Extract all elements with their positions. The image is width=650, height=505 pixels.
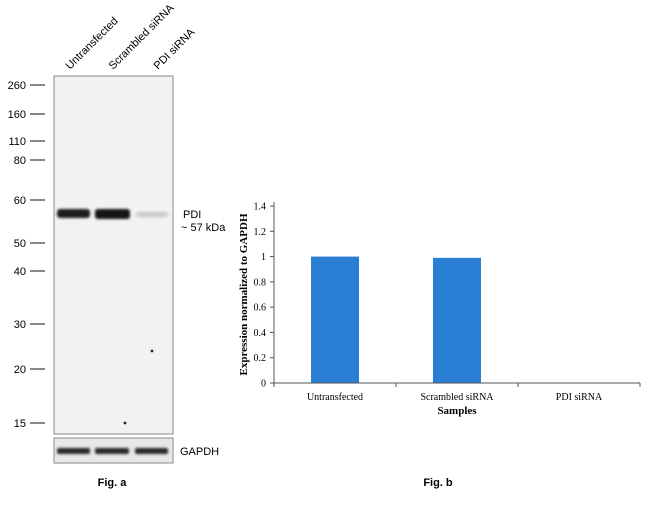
mw-marker-50: 50 bbox=[14, 238, 45, 250]
x-tick-label: Scrambled siRNA bbox=[420, 392, 494, 403]
blot-membrane bbox=[53, 75, 174, 435]
blot-speck bbox=[123, 421, 127, 425]
gapdh-label: GAPDH bbox=[180, 446, 219, 458]
gapdh-band-lane-1 bbox=[57, 448, 90, 454]
pdi-band-lane-3 bbox=[136, 212, 168, 217]
y-tick-label: 0.6 bbox=[254, 303, 267, 314]
gapdh-band-lane-2 bbox=[95, 448, 129, 454]
mw-marker-30: 30 bbox=[14, 319, 45, 331]
mw-marker-label: 30 bbox=[14, 319, 26, 331]
mw-marker-160: 160 bbox=[8, 109, 45, 121]
mw-marker-label: 160 bbox=[8, 109, 26, 121]
fig-b-caption: Fig. b bbox=[423, 477, 453, 489]
mw-marker-40: 40 bbox=[14, 266, 45, 278]
lane-label-pdi-sirna: PDI siRNA bbox=[152, 26, 198, 72]
mw-marker-60: 60 bbox=[14, 195, 45, 207]
mw-marker-label: 20 bbox=[14, 364, 26, 376]
pdi-band-lane-2 bbox=[95, 209, 130, 219]
y-tick-label: 0.8 bbox=[254, 277, 267, 288]
mw-marker-label: 50 bbox=[14, 238, 26, 250]
x-axis-ticks: Untransfected Scrambled siRNA PDI siRNA bbox=[273, 383, 641, 403]
y-tick-label: 0 bbox=[261, 379, 266, 390]
mw-marker-label: 260 bbox=[8, 80, 26, 92]
mw-marker-15: 15 bbox=[14, 418, 45, 430]
fig-a-caption: Fig. a bbox=[98, 477, 128, 489]
y-tick-label: 0.2 bbox=[254, 353, 267, 364]
gapdh-band-lane-3 bbox=[135, 448, 168, 454]
x-tick-label: Untransfected bbox=[307, 392, 363, 403]
x-axis-title: Samples bbox=[437, 405, 477, 417]
y-tick-label: 1.4 bbox=[254, 202, 267, 213]
bars bbox=[311, 256, 481, 383]
pdi-band-label: PDI bbox=[183, 209, 201, 221]
mw-marker-label: 15 bbox=[14, 418, 26, 430]
bar-chart: 0 0.2 0.4 0.6 0.8 1 1.2 1.4 Untransfected Scramb… bbox=[238, 202, 641, 417]
mw-marker-110: 110 bbox=[8, 136, 45, 148]
pdi-band-lane-1 bbox=[57, 209, 90, 218]
mw-marker-80: 80 bbox=[14, 155, 45, 167]
mw-marker-label: 60 bbox=[14, 195, 26, 207]
bar-scrambled-sirna bbox=[433, 257, 481, 383]
x-tick-label: PDI siRNA bbox=[556, 392, 603, 403]
mw-marker-label: 80 bbox=[14, 155, 26, 167]
mw-marker-label: 40 bbox=[14, 266, 26, 278]
bar-untransfected bbox=[311, 256, 359, 383]
y-tick-label: 1.2 bbox=[254, 227, 267, 238]
mw-marker-260: 260 bbox=[8, 80, 45, 92]
pdi-band-size: ~ 57 kDa bbox=[181, 222, 226, 234]
y-axis-title: Expression normalized to GAPDH bbox=[238, 213, 250, 375]
mw-marker-label: 110 bbox=[8, 136, 26, 148]
western-blot-panel: Untransfected Scrambled siRNA PDI siRNA … bbox=[8, 2, 227, 489]
blot-speck bbox=[150, 349, 154, 353]
y-tick-label: 0.4 bbox=[254, 328, 267, 339]
y-tick-label: 1 bbox=[261, 252, 266, 263]
y-axis-ticks: 0 0.2 0.4 0.6 0.8 1 1.2 1.4 bbox=[254, 202, 274, 390]
mw-marker-20: 20 bbox=[14, 364, 45, 376]
